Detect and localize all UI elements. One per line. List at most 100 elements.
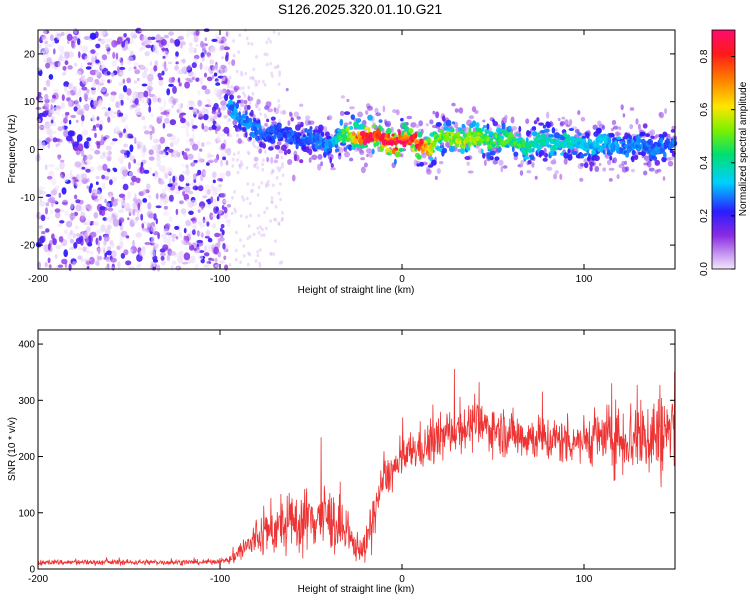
spectrogram-cell: [73, 242, 78, 249]
spectrogram-cell: [215, 123, 221, 127]
spectrogram-cell: [162, 210, 170, 217]
spectrogram-cell: [81, 166, 86, 170]
spectrogram-cell: [152, 173, 155, 177]
spectrogram-cell: [162, 169, 167, 175]
spectrogram-cell: [211, 223, 217, 229]
spectrogram-cell: [159, 115, 163, 119]
spectrogram-cell: [96, 254, 100, 262]
spectrogram-cell: [52, 39, 56, 46]
spectrogram-cell: [504, 114, 508, 120]
spectrogram-cell: [150, 36, 156, 40]
spectrogram-cell: [620, 104, 624, 111]
spectrogram-cell: [203, 245, 207, 252]
spectrogram-cell: [178, 113, 184, 119]
spectrogram-cell: [230, 85, 234, 89]
spectrogram-cell: [141, 45, 146, 51]
spectrogram-cell: [203, 171, 207, 176]
spectrogram-cell: [78, 51, 81, 59]
spectrogram-cell: [452, 121, 455, 125]
spectrogram-cell: [270, 199, 274, 204]
spectrogram-cell: [589, 162, 595, 166]
spectrogram-cell: [192, 125, 198, 129]
spectrogram-cell: [129, 171, 134, 176]
spectrogram-cell: [100, 65, 105, 70]
spectrogram-cell: [51, 130, 57, 135]
spectrogram-cell: [45, 137, 52, 143]
spectrogram-cell: [398, 129, 401, 137]
spectrogram-cell: [81, 45, 89, 53]
spectrogram-cell: [243, 99, 248, 105]
spectrogram-cell: [76, 104, 81, 111]
spectrogram-cell: [230, 211, 234, 216]
spectrogram-cell: [246, 236, 250, 241]
spectrogram-cell: [212, 179, 216, 184]
spectrogram-cell: [110, 242, 115, 249]
spectrogram-cell: [283, 149, 288, 156]
spectrogram-cell: [616, 174, 620, 180]
spectrogram-cell: [266, 118, 270, 123]
spectrogram-cell: [91, 56, 95, 65]
spectrogram-cell: [290, 117, 294, 122]
spectrogram-cell: [274, 239, 277, 243]
snr-panel: -200 -100 0 100 0 100 200 300 400 Height of stra…: [7, 329, 676, 595]
spectrogram-cell: [246, 262, 250, 267]
spectrogram-cell: [458, 129, 465, 135]
spectrogram-cell: [74, 99, 79, 107]
spectrogram-cell: [191, 62, 197, 69]
spectrogram-cell: [564, 119, 569, 126]
spectrogram-cell: [242, 254, 246, 258]
spectrogram-cell: [479, 127, 482, 134]
spectrogram-cell: [491, 142, 496, 148]
spectrogram-cell: [111, 60, 117, 68]
spectrogram-cell: [187, 153, 194, 160]
spectrogram-cell: [67, 83, 72, 89]
spectrogram-cell: [43, 57, 48, 63]
spectrogram-cell: [76, 134, 83, 142]
spectrogram-cell: [262, 143, 266, 149]
spectrogram-cell: [185, 168, 190, 176]
spectrogram-cell: [64, 85, 68, 93]
spectrogram-cell: [64, 229, 68, 235]
spectrogram-cell: [63, 81, 70, 88]
spectrogram-cell: [173, 150, 179, 158]
spectrogram-cell: [100, 87, 107, 93]
spectrogram-cell: [320, 161, 323, 167]
spectrogram-cell: [235, 69, 239, 74]
spectrogram-cell: [197, 220, 203, 225]
spectrogram-cell: [378, 119, 383, 123]
spectrogram-cell: [557, 117, 561, 122]
spectrogram-cell: [113, 168, 118, 173]
spectrogram-cell: [180, 208, 187, 215]
spectrogram-cell: [286, 148, 291, 155]
spectrogram-cell: [77, 38, 81, 46]
spectrogram-cell: [223, 115, 228, 119]
spectrogram-cell: [103, 171, 110, 176]
spectrogram-cell: [145, 39, 152, 44]
spectrogram-cell: [523, 156, 530, 160]
spectrogram-cell: [188, 46, 196, 54]
spectrogram-cell: [184, 81, 191, 89]
spectrogram-cell: [147, 222, 152, 228]
spectrogram-cell: [615, 143, 620, 149]
spectrogram-cell: [219, 172, 226, 180]
spectrogram-cell: [141, 150, 146, 158]
spectrogram-cell: [95, 123, 100, 128]
spectrogram-cell: [417, 145, 421, 152]
y-tick-label: 300: [18, 396, 35, 407]
spectrogram-cell: [670, 129, 676, 133]
spectrogram-cell: [621, 160, 625, 166]
snr-x-axis-label: Height of straight line (km): [298, 584, 415, 595]
spectrogram-cell: [200, 40, 204, 48]
spectrogram-cell: [241, 86, 245, 90]
spectrogram-cell: [54, 166, 60, 171]
spectrogram-cell: [525, 137, 529, 143]
spectrogram-cell: [343, 147, 348, 152]
spectrogram-cell: [425, 123, 429, 127]
spectrogram-cell: [75, 233, 82, 238]
spectrogram-cell: [363, 162, 368, 168]
spectrogram-cell: [402, 142, 407, 148]
spectrogram-cell: [661, 156, 667, 163]
spectrogram-cell: [585, 132, 590, 139]
spectrogram-cell: [178, 82, 182, 87]
spectrogram-cell: [415, 124, 420, 129]
